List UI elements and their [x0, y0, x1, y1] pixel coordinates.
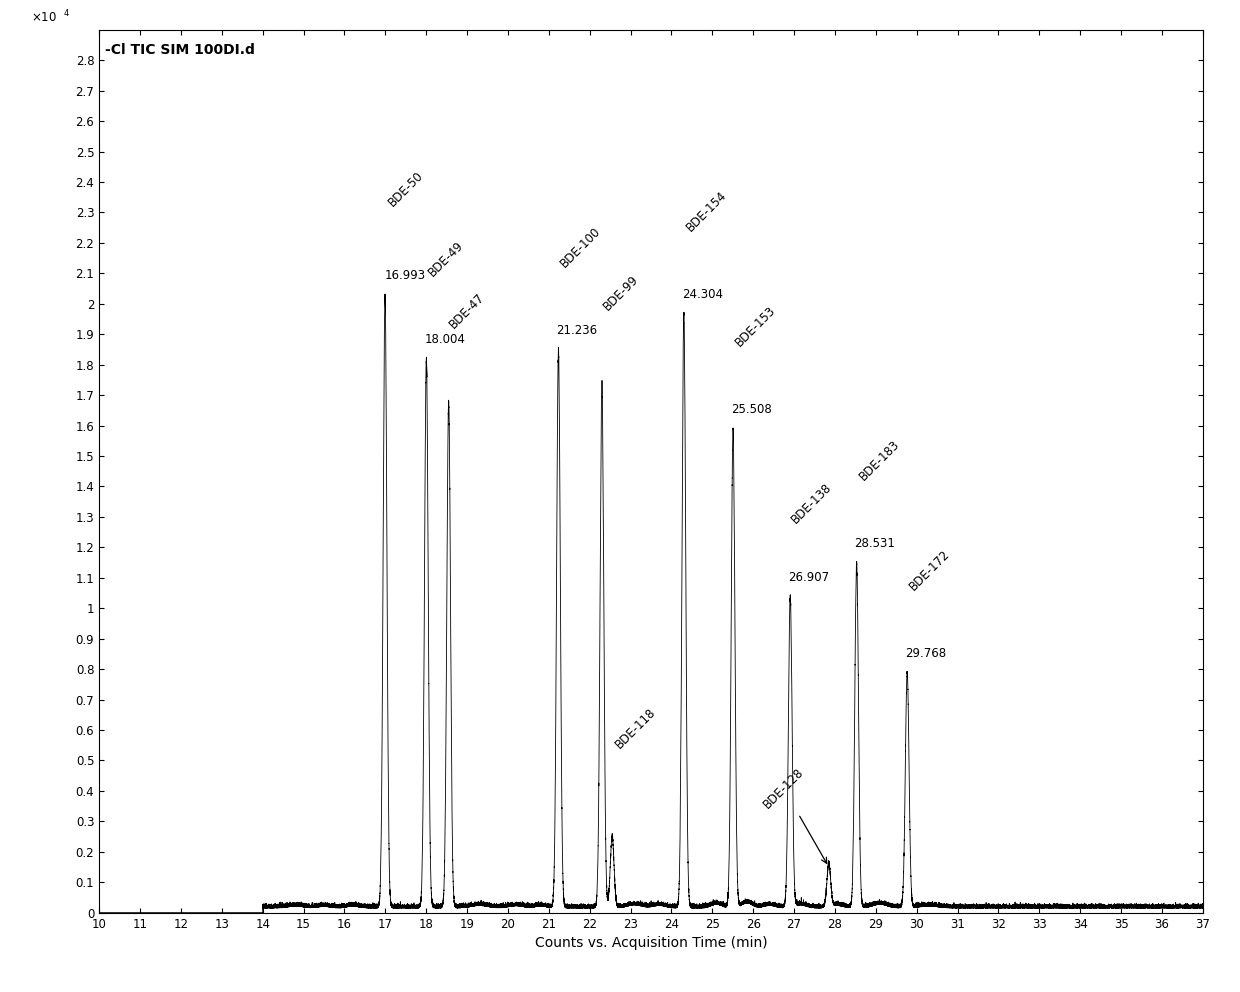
- Text: BDE-100: BDE-100: [558, 225, 604, 270]
- Text: 21.236: 21.236: [557, 324, 598, 337]
- Text: 26.907: 26.907: [789, 570, 830, 584]
- X-axis label: Counts vs. Acquisition Time (min): Counts vs. Acquisition Time (min): [534, 936, 768, 950]
- Text: 25.508: 25.508: [732, 404, 771, 417]
- Text: BDE-153: BDE-153: [733, 304, 779, 349]
- Text: BDE-50: BDE-50: [386, 170, 427, 209]
- Text: BDE-99: BDE-99: [601, 273, 641, 312]
- Text: BDE-172: BDE-172: [906, 548, 952, 593]
- Text: BDE-154: BDE-154: [683, 188, 729, 234]
- Text: BDE-49: BDE-49: [425, 239, 466, 280]
- Text: 28.531: 28.531: [854, 538, 895, 551]
- Text: -Cl TIC SIM 100DI.d: -Cl TIC SIM 100DI.d: [104, 43, 254, 57]
- Text: BDE-138: BDE-138: [789, 480, 835, 526]
- Text: $\times$10  $^4$: $\times$10 $^4$: [31, 9, 69, 26]
- Text: 24.304: 24.304: [682, 288, 723, 301]
- Text: 18.004: 18.004: [424, 333, 465, 346]
- Text: BDE-47: BDE-47: [446, 291, 487, 331]
- Text: BDE-128: BDE-128: [761, 766, 827, 863]
- Text: BDE-118: BDE-118: [614, 705, 658, 751]
- Text: 29.768: 29.768: [905, 647, 946, 660]
- Text: 16.993: 16.993: [386, 270, 427, 283]
- Text: BDE-183: BDE-183: [857, 437, 901, 483]
